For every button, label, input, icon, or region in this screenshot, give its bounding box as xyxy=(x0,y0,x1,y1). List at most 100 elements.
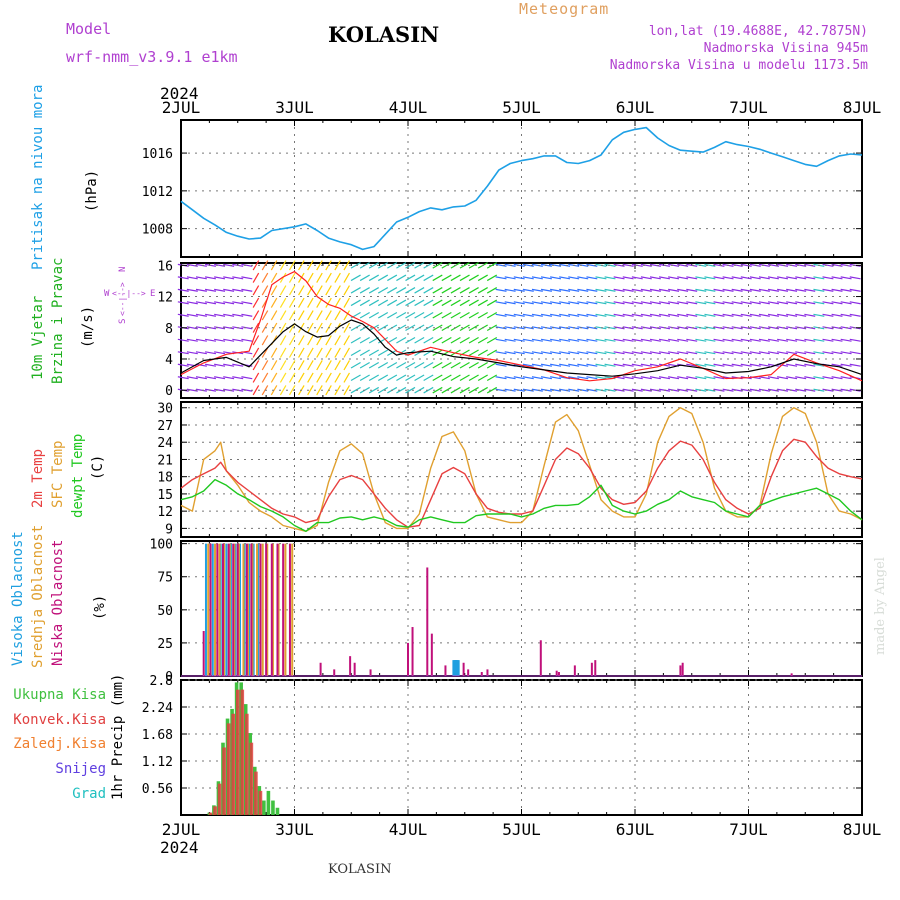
wind-arrow xyxy=(677,288,689,292)
wind-arrow xyxy=(577,388,589,392)
wind-arrow xyxy=(613,301,625,305)
wind-arrow xyxy=(686,313,698,317)
wind-arrow xyxy=(232,288,244,292)
wind-arrow xyxy=(359,374,370,381)
wind-arrow xyxy=(658,276,671,280)
wind-arrow xyxy=(822,263,834,267)
wind-arrow xyxy=(777,388,789,392)
precip-bar xyxy=(213,806,217,815)
wind-arrow xyxy=(377,287,389,294)
wind-arrow xyxy=(186,288,198,292)
wind-arrow xyxy=(307,272,314,283)
wind-arrow xyxy=(540,288,552,292)
wind-arrow xyxy=(595,313,607,317)
cloud-bar xyxy=(239,543,242,676)
precip-bar xyxy=(254,771,258,815)
wind-arrow xyxy=(504,301,516,305)
wind-arrow xyxy=(795,263,807,267)
wind-arrow xyxy=(586,313,598,317)
x-tick-label-bottom: 8JUL xyxy=(843,820,882,839)
wind-arrow xyxy=(740,338,752,342)
wind-arrow xyxy=(640,301,652,305)
cloud-bar xyxy=(573,665,576,676)
temperature-panel: 9 12 15 18 21 24 27 30 xyxy=(157,401,863,538)
wind-arrow xyxy=(758,351,770,355)
wind-arrow xyxy=(595,376,607,380)
wind-arrow xyxy=(241,276,253,280)
wind-arrow xyxy=(252,272,260,283)
x-tick-label-top: 4JUL xyxy=(389,98,428,117)
wind-arrow xyxy=(186,351,198,355)
wind-arrow xyxy=(540,338,552,342)
wind-arrow xyxy=(325,285,332,296)
wind-arrow xyxy=(316,310,323,321)
wind-arrow xyxy=(758,363,770,367)
cloud-bar xyxy=(266,543,269,676)
cloud-bar xyxy=(291,543,294,676)
cloud-bar xyxy=(444,665,447,676)
compass-e: E xyxy=(150,289,156,299)
wind-arrow xyxy=(540,276,552,280)
x-tick-label-top: 6JUL xyxy=(616,98,655,117)
cloud-bar xyxy=(236,543,239,676)
wind-arrow xyxy=(405,312,416,319)
wind-arrow xyxy=(405,361,416,369)
wind-arrow xyxy=(477,374,488,381)
wind-arrow xyxy=(261,285,269,296)
wind-arrow xyxy=(795,301,807,305)
wind-arrow xyxy=(486,262,498,269)
wind-arrow xyxy=(849,276,861,280)
y-tick-label: 0.56 xyxy=(142,782,173,797)
wind-compass: W <--|--> E S <--|--> N xyxy=(104,262,164,326)
wind-arrow xyxy=(604,326,616,330)
wind-arrow xyxy=(288,285,296,296)
wind-arrow xyxy=(325,310,332,321)
wind-arrow xyxy=(495,338,507,342)
wind-arrow xyxy=(568,313,580,317)
wind-arrow xyxy=(325,272,332,283)
cloud-bar xyxy=(555,670,558,676)
wind-arrow xyxy=(368,299,380,307)
cloud-bar xyxy=(261,543,264,676)
wind-arrow xyxy=(804,313,816,317)
wind-arrow xyxy=(767,363,779,367)
x-tick-label-top: 2JUL xyxy=(162,98,201,117)
precip-legend-freezing: Zaledj.Kisa xyxy=(13,736,106,752)
wind-arrow xyxy=(359,299,370,307)
wind-arrow xyxy=(387,374,398,381)
cloud-bar xyxy=(225,543,228,676)
wind-arrow xyxy=(631,276,643,280)
y-tick-label: 1.12 xyxy=(142,755,173,770)
wind-arrow xyxy=(722,276,734,280)
wind-arrow xyxy=(368,349,380,357)
cloud-bar xyxy=(248,543,251,676)
wind-arrow xyxy=(840,276,852,280)
wind-arrow xyxy=(423,361,434,369)
wind-arrow xyxy=(477,299,488,307)
wind-arrow xyxy=(513,338,525,342)
wind-arrow xyxy=(241,388,253,392)
precip-bar xyxy=(208,812,213,815)
wind-arrow xyxy=(459,324,470,332)
wind-arrow xyxy=(613,326,625,330)
wind-arrow xyxy=(279,385,287,396)
wind-arrow xyxy=(204,376,217,380)
wind-arrow xyxy=(343,297,350,308)
wind-arrow xyxy=(550,326,562,330)
wind-arrow xyxy=(270,360,278,371)
wind-arrow xyxy=(288,360,296,371)
wind-arrow xyxy=(686,326,698,330)
wind-arrow xyxy=(396,287,407,294)
wind-arrow xyxy=(223,276,235,280)
wind-arrow xyxy=(586,388,598,392)
wind-arrow xyxy=(640,376,652,380)
wind-arrow xyxy=(325,335,332,346)
wind-arrow xyxy=(531,338,543,342)
wind-arrow xyxy=(298,310,305,321)
cloud-bar xyxy=(257,543,260,676)
cloud-bar xyxy=(243,543,246,676)
precip-legend-conv: Konvek.Kisa xyxy=(13,712,106,728)
footer-station: KOLASIN xyxy=(328,862,392,877)
wind-arrow xyxy=(468,324,479,332)
wind-arrow xyxy=(387,274,398,282)
